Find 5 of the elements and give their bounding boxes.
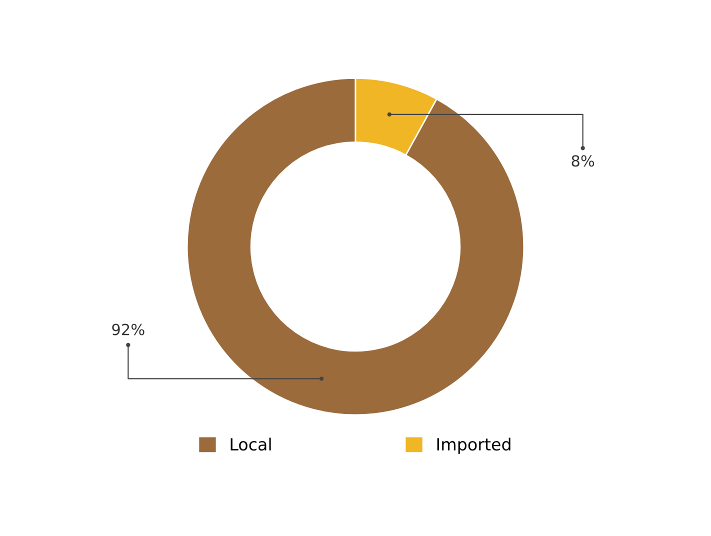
- data-label: 8%: [572, 155, 594, 167]
- data-label: 92%: [112, 324, 144, 336]
- legend-label: Local: [230, 438, 271, 451]
- donut-slice: [186, 77, 525, 416]
- legend-label: Imported: [437, 438, 510, 454]
